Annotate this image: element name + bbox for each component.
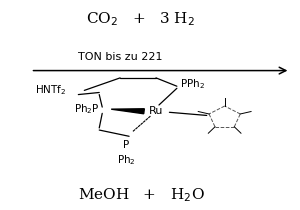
Text: CO$_2$   +   3 H$_2$: CO$_2$ + 3 H$_2$ <box>86 11 196 28</box>
Text: TON bis zu 221: TON bis zu 221 <box>78 52 162 62</box>
Text: HNTf$_2$: HNTf$_2$ <box>35 84 66 97</box>
Text: MeOH   +   H$_2$O: MeOH + H$_2$O <box>78 186 204 203</box>
Text: P: P <box>123 140 129 150</box>
Text: Ph$_2$: Ph$_2$ <box>117 153 136 167</box>
Text: Ru: Ru <box>149 106 163 116</box>
Text: PPh$_2$: PPh$_2$ <box>180 77 205 91</box>
Polygon shape <box>111 109 144 114</box>
Text: Ph$_2$P: Ph$_2$P <box>74 102 99 116</box>
